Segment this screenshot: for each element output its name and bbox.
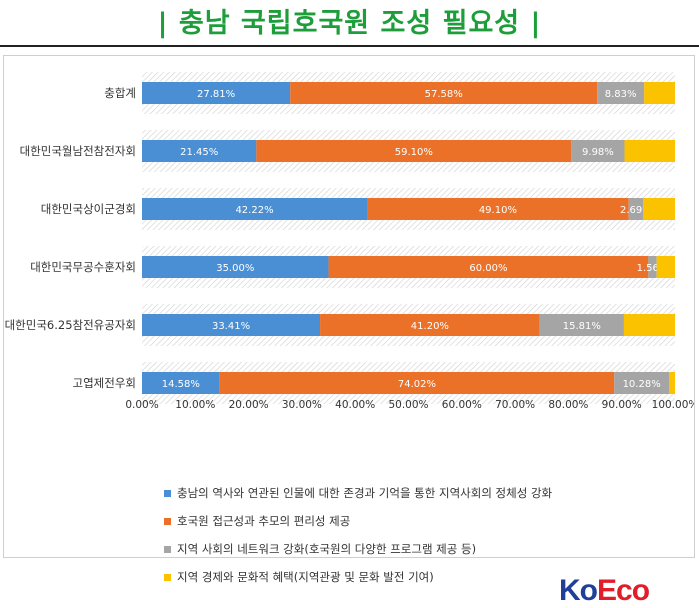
data-label: 9.98% [582, 147, 614, 158]
category-label: 충합계 [104, 86, 136, 100]
legend-label: 충남의 역사와 연관된 인물에 대한 존경과 기억을 통한 지역사회의 정체성 … [177, 486, 553, 500]
legend-swatch [164, 517, 171, 525]
data-label: 33.41% [212, 321, 250, 332]
x-tick-label: 20.00% [229, 399, 269, 411]
title-divider [0, 45, 699, 47]
data-label: 74.02% [398, 379, 436, 390]
data-label: 15.81% [563, 321, 601, 332]
x-tick-label: 0.00% [125, 399, 158, 411]
data-label: 57.58% [425, 89, 463, 100]
legend-label: 지역 사회의 네트워크 강화(호국원의 다양한 프로그램 제공 등) [177, 542, 477, 556]
bar-segment-series-1 [142, 82, 291, 104]
bar-segment-series-1 [142, 372, 220, 394]
bar-segment-series-3 [597, 82, 645, 104]
bar-segment-series-4 [669, 372, 675, 394]
bar-segment-series-4 [656, 256, 675, 278]
data-label: 21.45% [180, 147, 218, 158]
page-title-text: | 충남 국립호국원 조성 필요성 | [157, 8, 542, 39]
data-label: 35.00% [216, 263, 254, 274]
x-tick-label: 60.00% [442, 399, 482, 411]
logo-part-ko: Ko [559, 574, 598, 607]
stacked-bar-chart: 충합계 27.81% 57.58% 8.83% 대한민국월남전참전자회 21.45% 59.… [5, 72, 694, 411]
legend-item: 지역 경제와 문화적 혜택(지역관광 및 문화 발전 기여) [164, 568, 434, 586]
bar-segment-series-4 [624, 140, 675, 162]
data-label: 59.10% [395, 147, 433, 158]
koeco-logo: KoEco [559, 574, 650, 608]
x-tick-label: 30.00% [282, 399, 322, 411]
bar-segment-series-2 [256, 140, 572, 162]
bar-segment-series-1 [142, 198, 368, 220]
legend-item: 지역 사회의 네트워크 강화(호국원의 다양한 프로그램 제공 등) [164, 540, 476, 558]
data-label: 14.58% [162, 379, 200, 390]
x-tick-label: 80.00% [548, 399, 588, 411]
bar-segment-series-4 [644, 82, 675, 104]
data-label: 10.28% [623, 379, 661, 390]
data-label: 1.56% [637, 263, 669, 274]
data-label: 49.10% [479, 205, 517, 216]
bar-segment-series-4 [643, 198, 675, 220]
category-label: 대한민국월남전참전자회 [20, 144, 136, 158]
data-label: 41.20% [411, 321, 449, 332]
category-label: 대한민국상이군경회 [41, 202, 136, 216]
legend-label: 호국원 접근성과 추모의 편리성 제공 [177, 514, 351, 528]
legend-label: 지역 경제와 문화적 혜택(지역관광 및 문화 발전 기여) [177, 570, 434, 584]
legend-swatch [164, 573, 171, 581]
data-label: 60.00% [469, 263, 507, 274]
legend-swatch [164, 545, 171, 553]
bar-segment-series-2 [320, 314, 540, 336]
legend-swatch [164, 489, 171, 497]
data-label: 42.22% [235, 205, 273, 216]
x-tick-label: 10.00% [175, 399, 215, 411]
plot-area: 충합계 27.81% 57.58% 8.83% 대한민국월남전참전자회 21.45% 59.… [5, 72, 694, 411]
bar-segment-series-3 [571, 140, 625, 162]
logo-part-eco: Eco [597, 574, 650, 607]
legend-item: 호국원 접근성과 추모의 편리성 제공 [164, 512, 350, 530]
category-label: 대한민국6.25참전유공자회 [5, 318, 136, 332]
x-tick-label: 70.00% [495, 399, 535, 411]
bar-segment-series-3 [614, 372, 670, 394]
bar-segment-series-1 [142, 256, 329, 278]
bar-segment-series-2 [367, 198, 629, 220]
bar-segment-series-1 [142, 140, 257, 162]
x-tick-label: 90.00% [602, 399, 642, 411]
bar-segment-series-3 [628, 198, 644, 220]
bar-segment-series-2 [328, 256, 649, 278]
x-tick-label: 40.00% [335, 399, 375, 411]
bar-segment-series-2 [290, 82, 598, 104]
bar-segment-series-3 [648, 256, 657, 278]
chart-frame: 충합계 27.81% 57.58% 8.83% 대한민국월남전참전자회 21.45% 59.… [3, 55, 695, 607]
x-tick-label: 50.00% [388, 399, 428, 411]
legend-item: 충남의 역사와 연관된 인물에 대한 존경과 기억을 통한 지역사회의 정체성 … [164, 484, 552, 502]
bar-segment-series-4 [623, 314, 675, 336]
category-label: 고엽제전우회 [73, 376, 136, 390]
data-label: 2.69% [620, 205, 652, 216]
bar-segment-series-3 [539, 314, 624, 336]
data-label: 27.81% [197, 89, 235, 100]
bar-segment-series-1 [142, 314, 321, 336]
page-title: | 충남 국립호국원 조성 필요성 | [0, 4, 699, 44]
bar-segment-series-2 [219, 372, 615, 394]
x-tick-label: 100.00% [652, 399, 694, 411]
category-label: 대한민국무공수훈자회 [30, 260, 136, 274]
data-label: 8.83% [605, 89, 637, 100]
